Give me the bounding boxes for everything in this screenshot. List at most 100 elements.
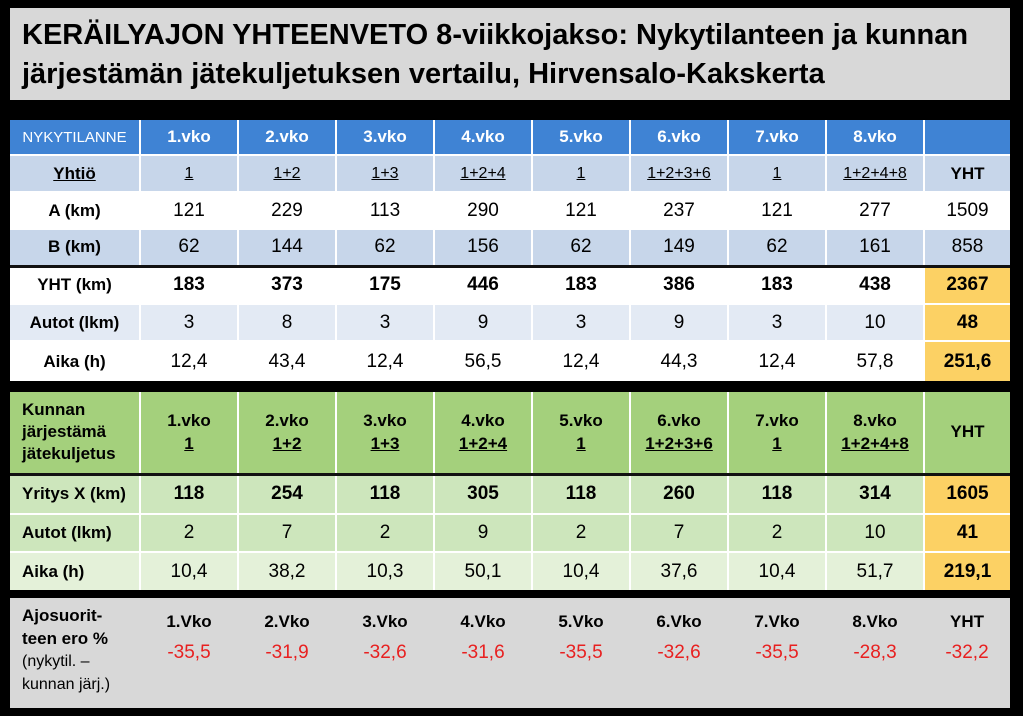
week-header: 7.vko 1: [727, 392, 826, 474]
table-cell: 10,4: [727, 551, 826, 590]
company-cell: 1: [727, 154, 826, 192]
company-cell: 1+2+3+6: [629, 154, 728, 192]
table-cell: 175: [335, 264, 434, 304]
table-cell: 62: [727, 228, 826, 266]
week-header: 1.vko: [139, 120, 238, 155]
table-cell: 9: [629, 303, 728, 341]
difference-label: Ajosuorit- teen ero % (nykytil. – kunnan…: [10, 598, 140, 708]
municipal-header-line: Kunnan: [22, 400, 86, 420]
week-label: 1.vko: [167, 411, 211, 431]
row-label: B (km): [10, 228, 140, 266]
title-line-1: KERÄILYAJON YHTEENVETO 8-viikkojakso: Ny…: [22, 19, 969, 51]
total-column-label: YHT: [923, 392, 1010, 474]
difference-total-cell: -32,2: [945, 642, 989, 663]
difference-cell: -35,5: [559, 642, 603, 663]
week-header: 2.Vko: [264, 612, 310, 631]
difference-panel: Ajosuorit- teen ero % (nykytil. – kunnan…: [10, 598, 1010, 708]
week-label: 8.vko: [853, 411, 897, 431]
table-cell: 12,4: [335, 340, 434, 381]
week-header: 6.vko 1+2+3+6: [629, 392, 728, 474]
difference-cell: -32,6: [657, 642, 701, 663]
difference-cell: -28,3: [853, 642, 897, 663]
week-header: 2.vko: [237, 120, 336, 155]
week-header: 8.vko 1+2+4+8: [825, 392, 924, 474]
table-row: Autot (lkm) 3 8 3 9 3 9 3 10 48: [10, 303, 1010, 341]
table-cell: 237: [629, 191, 728, 229]
company-label: 1+2+4+8: [841, 434, 909, 454]
table-cell: 7: [629, 513, 728, 552]
table-cell: 10,4: [531, 551, 630, 590]
table-cell: 3: [727, 303, 826, 341]
table-cell: 2: [139, 513, 238, 552]
table-cell: 10: [825, 513, 924, 552]
week-label: 3.vko: [363, 411, 407, 431]
table-cell: 3: [139, 303, 238, 341]
table-row: A (km) 121 229 113 290 121 237 121 277 1…: [10, 191, 1010, 229]
table-cell: 183: [139, 264, 238, 304]
table-cell: 161: [825, 228, 924, 266]
municipal-header-row: Kunnan järjestämä jätekuljetus 1.vko 1 2.…: [10, 392, 1010, 474]
table-cell: 50,1: [433, 551, 532, 590]
week-header: 1.vko 1: [139, 392, 238, 474]
company-label: 1+2+3+6: [645, 434, 713, 454]
table-cell: 62: [139, 228, 238, 266]
total-column-label: YHT: [923, 154, 1010, 192]
week-header: 5.vko: [531, 120, 630, 155]
week-label: 7.vko: [755, 411, 799, 431]
difference-label-line: (nykytil. –: [22, 653, 90, 670]
week-header: 5.vko 1: [531, 392, 630, 474]
table-row: B (km) 62 144 62 156 62 149 62 161 858: [10, 228, 1010, 266]
week-header: 4.Vko: [460, 612, 506, 631]
row-label: Aika (h): [10, 551, 140, 590]
table-cell: 277: [825, 191, 924, 229]
table-cell: 7: [237, 513, 336, 552]
table-cell: 113: [335, 191, 434, 229]
company-label: 1+2: [272, 434, 302, 454]
table-cell: 121: [139, 191, 238, 229]
table-cell: 118: [531, 472, 630, 514]
municipal-transport-table: Kunnan järjestämä jätekuljetus 1.vko 1 2.…: [10, 392, 1010, 590]
page-title: KERÄILYAJON YHTEENVETO 8-viikkojakso: Ny…: [10, 8, 1010, 100]
difference-value-row: -35,5 -31,9 -32,6 -31,6 -35,5 -32,6 -35,…: [10, 632, 1010, 708]
week-label: 4.vko: [461, 411, 505, 431]
company-label: 1+3: [370, 434, 400, 454]
table-cell: 38,2: [237, 551, 336, 590]
table-cell: 121: [531, 191, 630, 229]
municipal-header-label: Kunnan järjestämä jätekuljetus: [10, 392, 140, 474]
week-header: 1.Vko: [166, 612, 212, 631]
company-cell: 1+2+4: [433, 154, 532, 192]
week-header: 4.vko: [433, 120, 532, 155]
week-label: 5.vko: [559, 411, 603, 431]
municipal-header-line: järjestämä: [22, 422, 107, 442]
table-cell: 314: [825, 472, 924, 514]
table-cell: 386: [629, 264, 728, 304]
difference-header-row: Ajosuorit- teen ero % (nykytil. – kunnan…: [10, 598, 1010, 693]
week-header: 7.Vko: [754, 612, 800, 631]
table-row: YHT (km) 183 373 175 446 183 386 183 438…: [10, 264, 1010, 304]
difference-label-line: kunnan järj.): [22, 676, 111, 693]
current-header-label: NYKYTILANNE: [10, 120, 140, 155]
table-cell: 57,8: [825, 340, 924, 381]
current-situation-table: NYKYTILANNE 1.vko 2.vko 3.vko 4.vko 5.vk…: [10, 120, 1010, 381]
total-cell: 48: [923, 303, 1010, 341]
difference-table: Ajosuorit- teen ero % (nykytil. – kunnan…: [10, 598, 1010, 708]
week-header: 8.Vko: [852, 612, 898, 631]
week-label: 6.vko: [657, 411, 701, 431]
table-cell: 9: [433, 513, 532, 552]
difference-cell: -35,5: [167, 642, 211, 663]
municipal-header-line: jätekuljetus: [22, 444, 116, 464]
table-cell: 43,4: [237, 340, 336, 381]
table-cell: 121: [727, 191, 826, 229]
current-header-row: NYKYTILANNE 1.vko 2.vko 3.vko 4.vko 5.vk…: [10, 120, 1010, 155]
week-header: 2.vko 1+2: [237, 392, 336, 474]
row-label: Autot (lkm): [10, 303, 140, 341]
table-cell: 229: [237, 191, 336, 229]
table-cell: 446: [433, 264, 532, 304]
total-cell: 219,1: [923, 551, 1010, 590]
table-cell: 373: [237, 264, 336, 304]
company-cell: 1+2+4+8: [825, 154, 924, 192]
week-header: 8.vko: [825, 120, 924, 155]
table-cell: 254: [237, 472, 336, 514]
table-cell: 156: [433, 228, 532, 266]
company-label: 1: [772, 434, 782, 454]
